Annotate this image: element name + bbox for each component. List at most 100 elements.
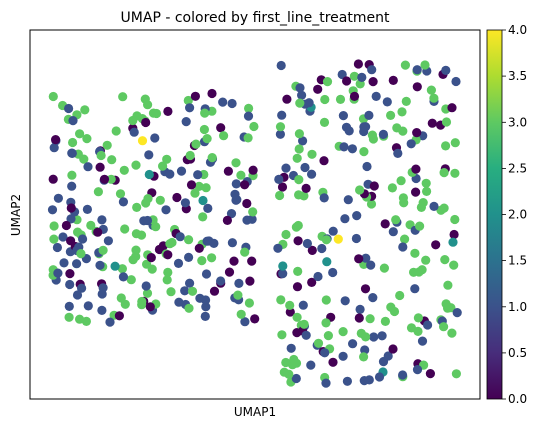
scatter-point: [75, 129, 85, 139]
scatter-point: [98, 283, 108, 293]
scatter-point: [273, 243, 283, 253]
scatter-point: [289, 354, 299, 365]
scatter-point: [146, 253, 156, 263]
scatter-point: [448, 237, 458, 247]
scatter-point: [297, 90, 307, 100]
scatter-point: [68, 137, 78, 148]
scatter-point: [86, 220, 96, 230]
scatter-point: [276, 60, 286, 71]
scatter-point: [425, 369, 435, 379]
scatter-point: [132, 202, 142, 212]
scatter-point: [349, 91, 360, 101]
scatter-point: [118, 92, 128, 102]
scatter-point: [154, 244, 164, 255]
scatter-point: [333, 234, 343, 244]
scatter-point: [197, 256, 207, 266]
scatter-point: [59, 258, 69, 268]
scatter-point: [366, 199, 377, 209]
scatter-point: [391, 215, 401, 225]
scatter-point: [151, 222, 161, 232]
scatter-point: [395, 290, 405, 301]
scatter-point: [293, 236, 303, 246]
scatter-point: [319, 193, 329, 203]
scatter-point: [231, 158, 241, 168]
scatter-point: [80, 105, 90, 115]
scatter-point: [48, 174, 58, 184]
scatter-point: [142, 215, 153, 226]
colorbar-tick-label: 1.5: [508, 254, 527, 268]
scatter-point: [365, 314, 375, 324]
scatter-point: [339, 142, 349, 152]
scatter-point: [49, 143, 59, 153]
scatter-point: [420, 60, 430, 70]
scatter-point: [321, 318, 331, 328]
scatter-point: [64, 312, 74, 322]
scatter-point: [415, 221, 425, 231]
scatter-point: [298, 300, 308, 310]
scatter-point: [240, 180, 250, 190]
scatter-point: [203, 203, 213, 213]
scatter-point: [338, 351, 348, 361]
scatter-point: [294, 144, 304, 154]
scatter-point: [199, 124, 209, 135]
scatter-point: [359, 126, 369, 137]
scatter-point: [201, 269, 212, 279]
scatter-point: [198, 195, 208, 206]
scatter-point: [66, 214, 76, 224]
scatter-point: [201, 183, 211, 193]
scatter-point: [202, 134, 212, 144]
scatter-point: [277, 110, 287, 120]
scatter-point: [137, 136, 148, 146]
scatter-point: [422, 186, 432, 196]
scatter-point: [116, 293, 126, 303]
scatter-point: [194, 243, 204, 253]
scatter-point: [359, 376, 369, 386]
scatter-point: [416, 202, 426, 212]
scatter-point: [337, 69, 347, 80]
scatter-point: [275, 129, 285, 139]
scatter-point: [321, 295, 331, 305]
scatter-point: [323, 331, 333, 341]
colorbar: [486, 29, 503, 400]
scatter-point: [401, 96, 411, 106]
scatter-point: [227, 98, 237, 109]
scatter-point: [97, 305, 107, 315]
scatter-point: [321, 378, 331, 388]
scatter-point: [242, 198, 252, 209]
scatter-point: [392, 123, 402, 133]
scatter-point: [191, 139, 201, 149]
scatter-point: [103, 236, 113, 246]
scatter-point: [369, 181, 379, 191]
scatter-point: [378, 129, 388, 139]
scatter-point: [352, 211, 362, 221]
scatter-point: [67, 148, 77, 158]
scatter-point: [342, 76, 352, 86]
scatter-point: [93, 187, 103, 197]
scatter-point: [451, 76, 461, 87]
scatter-point: [144, 169, 154, 180]
scatter-point: [322, 77, 333, 87]
scatter-point: [410, 248, 420, 258]
scatter-point: [219, 131, 229, 141]
scatter-point: [449, 260, 459, 270]
scatter-point: [344, 126, 354, 136]
scatter-point: [441, 141, 451, 151]
scatter-point: [284, 369, 294, 379]
scatter-point: [298, 136, 308, 146]
scatter-point: [411, 164, 421, 174]
scatter-point: [243, 133, 253, 143]
scatter-point: [131, 160, 141, 170]
scatter-point: [233, 290, 243, 300]
scatter-point: [322, 257, 332, 267]
scatter-point: [128, 115, 138, 126]
scatter-point: [355, 185, 365, 195]
scatter-point: [184, 252, 194, 262]
scatter-point: [291, 373, 301, 384]
scatter-point: [371, 91, 381, 101]
scatter-point: [184, 303, 194, 313]
scatter-point: [275, 122, 286, 132]
scatter-point: [409, 267, 419, 277]
colorbar-tick-label: 3.5: [508, 69, 527, 83]
scatter-point: [240, 317, 250, 327]
